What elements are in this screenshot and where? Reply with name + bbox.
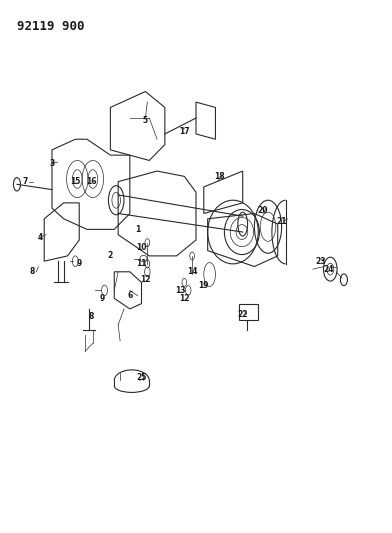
Text: 1: 1 bbox=[135, 225, 140, 234]
Text: 14: 14 bbox=[187, 268, 197, 276]
Text: 21: 21 bbox=[276, 217, 287, 226]
Text: 20: 20 bbox=[257, 206, 267, 215]
Text: 5: 5 bbox=[143, 116, 148, 125]
Text: 13: 13 bbox=[175, 286, 186, 295]
Text: 25: 25 bbox=[136, 373, 147, 382]
Text: 16: 16 bbox=[86, 177, 96, 186]
Text: 17: 17 bbox=[179, 127, 190, 136]
Text: 24: 24 bbox=[323, 265, 334, 273]
Text: 6: 6 bbox=[127, 291, 132, 300]
Text: 12: 12 bbox=[140, 275, 151, 284]
Text: 23: 23 bbox=[315, 257, 326, 265]
Text: 9: 9 bbox=[76, 260, 82, 268]
Text: 8: 8 bbox=[30, 268, 35, 276]
Text: 22: 22 bbox=[238, 310, 248, 319]
Text: 2: 2 bbox=[108, 252, 113, 261]
Text: 9: 9 bbox=[100, 294, 105, 303]
Text: 4: 4 bbox=[38, 233, 43, 242]
Text: 18: 18 bbox=[214, 172, 225, 181]
Text: 3: 3 bbox=[49, 159, 54, 167]
Text: 7: 7 bbox=[22, 177, 27, 186]
Text: 10: 10 bbox=[136, 244, 147, 253]
Text: 12: 12 bbox=[179, 294, 190, 303]
Text: 15: 15 bbox=[70, 177, 80, 186]
Text: 92119 900: 92119 900 bbox=[17, 20, 84, 33]
Text: 19: 19 bbox=[198, 280, 209, 289]
Text: 11: 11 bbox=[136, 260, 147, 268]
Text: 8: 8 bbox=[88, 312, 94, 321]
